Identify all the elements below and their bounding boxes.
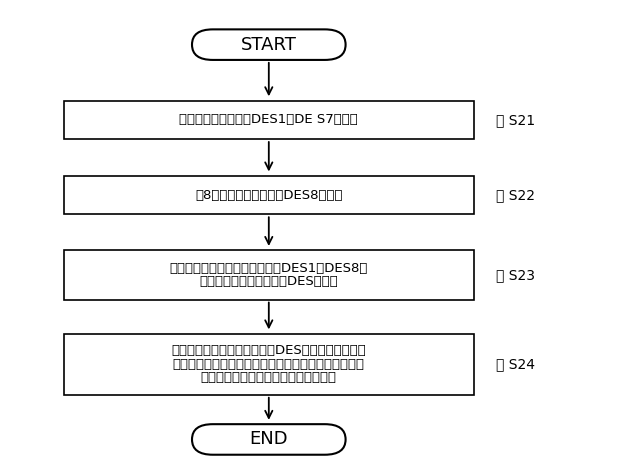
Text: 第8の基本設計ポイントDES8を計算: 第8の基本設計ポイントDES8を計算 <box>195 188 342 202</box>
Text: 〜 S24: 〜 S24 <box>496 357 535 371</box>
FancyBboxPatch shape <box>64 176 474 214</box>
Text: 選定した基本設計レンズを画面に表示: 選定した基本設計レンズを画面に表示 <box>201 371 337 384</box>
FancyBboxPatch shape <box>64 250 474 300</box>
Text: END: END <box>250 431 288 448</box>
FancyBboxPatch shape <box>64 334 474 395</box>
Text: 計算された基本設計ポイントDESに基づいて所定の: 計算された基本設計ポイントDESに基づいて所定の <box>172 345 366 358</box>
Text: 〜 S23: 〜 S23 <box>496 268 535 282</box>
FancyBboxPatch shape <box>64 101 474 139</box>
Text: START: START <box>241 36 297 54</box>
Text: 各基本設計ポイントDES1～DE S7を計算: 各基本設計ポイントDES1～DE S7を計算 <box>179 113 358 126</box>
FancyBboxPatch shape <box>192 424 346 455</box>
Text: 基本設計レンズ群の中から基本設計レンズを選定し、: 基本設計レンズ群の中から基本設計レンズを選定し、 <box>173 358 365 371</box>
FancyBboxPatch shape <box>192 29 346 60</box>
Text: 〜 S21: 〜 S21 <box>496 113 535 127</box>
Text: 〜 S22: 〜 S22 <box>496 188 535 202</box>
Text: 用いて基本設計ポイントDESを計算: 用いて基本設計ポイントDESを計算 <box>200 275 338 288</box>
Text: 計算された各基本設計ポイントDES1～DES8を: 計算された各基本設計ポイントDES1～DES8を <box>170 262 368 275</box>
